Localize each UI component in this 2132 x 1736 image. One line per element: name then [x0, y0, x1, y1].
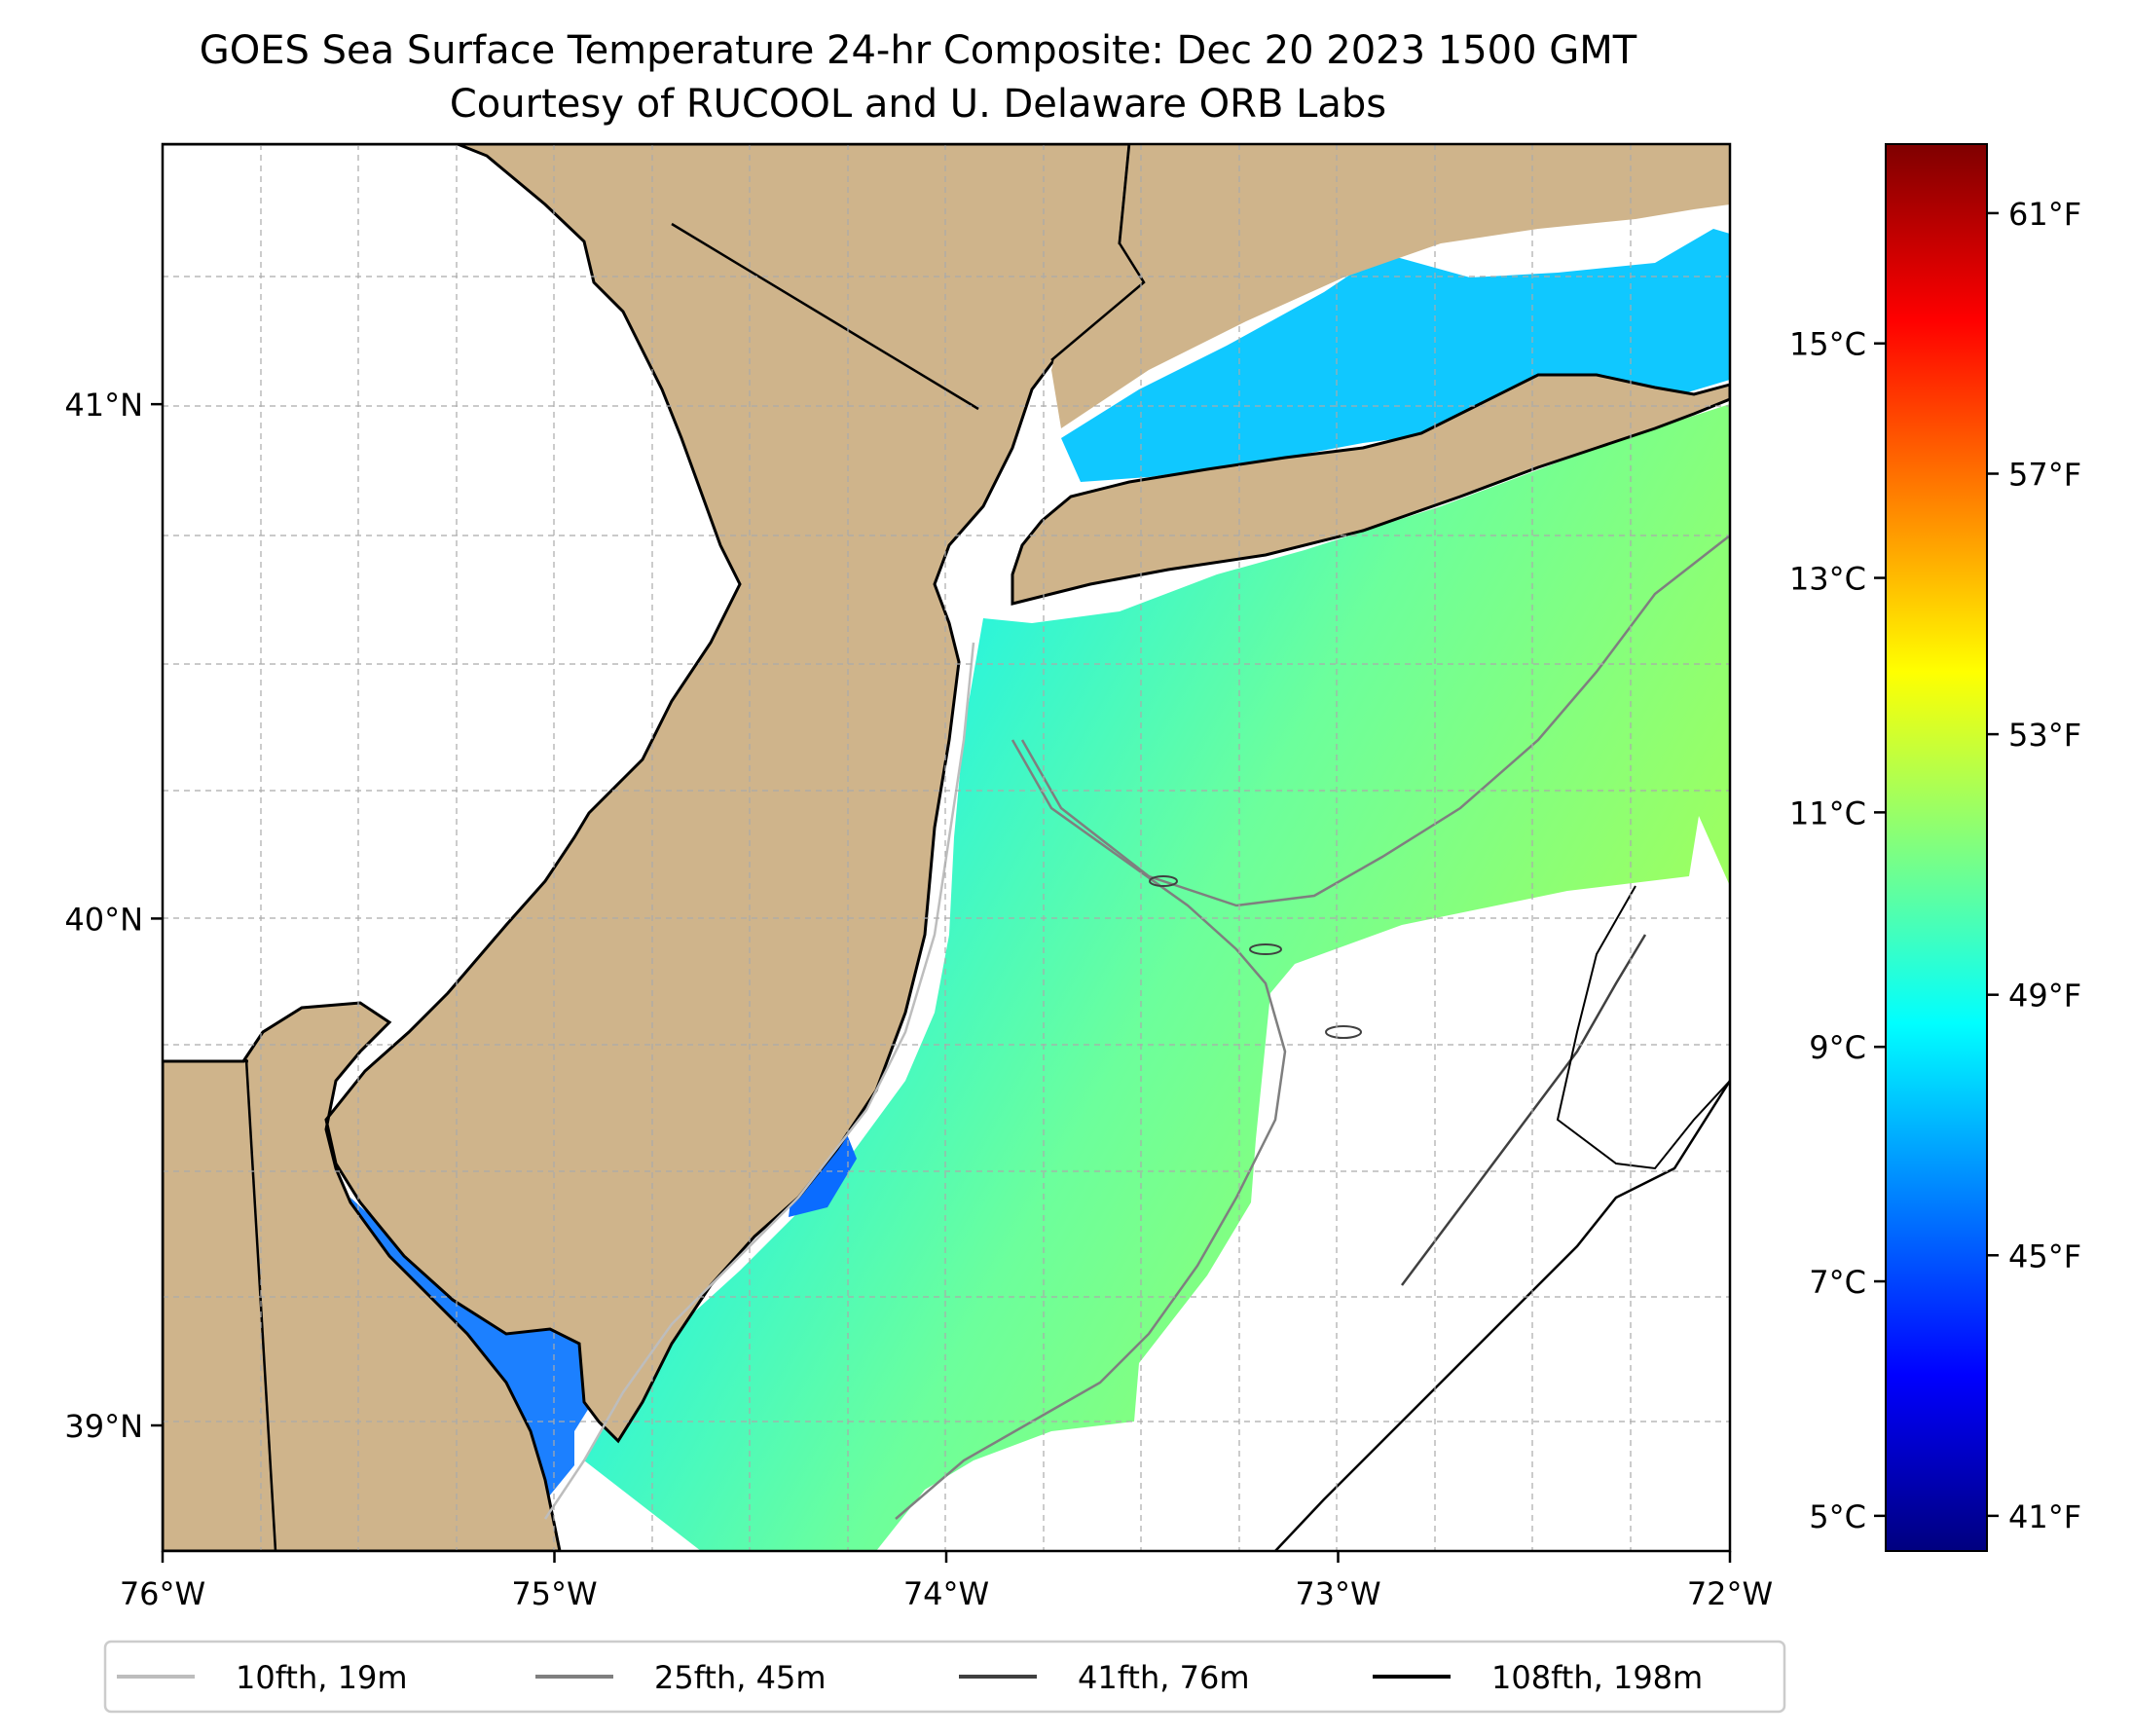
lon-tick-label: 74°W [903, 1575, 989, 1612]
lon-tick-label: 72°W [1687, 1575, 1773, 1612]
fahrenheit-tick-label: 57°F [2008, 457, 2081, 494]
celsius-tick-label: 9°C [1809, 1029, 1866, 1066]
land-connecticut [1051, 144, 1730, 428]
fahrenheit-tick-label: 45°F [2008, 1237, 2081, 1274]
lat-tick-label: 40°N [64, 901, 143, 938]
contour-108fth [1274, 1080, 1730, 1551]
fahrenheit-tick-label: 41°F [2008, 1498, 2081, 1535]
lon-tick-label: 75°W [511, 1575, 597, 1612]
celsius-tick-label: 7°C [1809, 1264, 1866, 1301]
chart-subtitle: Courtesy of RUCOOL and U. Delaware ORB L… [450, 82, 1386, 127]
land-long-island [1011, 373, 1730, 606]
contour-25fth-hudson-canyon [1020, 535, 1730, 907]
fahrenheit-tick-label: 61°F [2008, 196, 2081, 233]
colorbar-celsius-ticks: 5°C 7°C 9°C 11°C 13°C 15°C [1789, 326, 1886, 1535]
legend-label: 41fth, 76m [1078, 1659, 1249, 1696]
graticule [163, 144, 1730, 1551]
legend: 10fth, 19m 25fth, 45m 41fth, 76m 108fth, 19… [103, 1640, 1786, 1714]
fahrenheit-tick-label: 53°F [2008, 717, 2081, 754]
legend-frame [103, 1640, 1786, 1714]
longitude-axis: 76°W 75°W 74°W 73°W 72°W [120, 1551, 1773, 1612]
celsius-tick-label: 13°C [1789, 561, 1866, 598]
colorbar-fahrenheit-ticks: 41°F 45°F 49°F 53°F 57°F 61°F [1987, 196, 2081, 1535]
legend-label: 25fth, 45m [654, 1659, 826, 1696]
contour-shoal-1 [1325, 1025, 1362, 1039]
legend-entries: 10fth, 19m 25fth, 45m 41fth, 76m 108fth, 19… [117, 1659, 1703, 1696]
lat-tick-label: 41°N [64, 387, 143, 424]
contour-shoal-2 [1249, 943, 1282, 955]
contour-25fth [895, 739, 1287, 1520]
legend-label: 108fth, 198m [1491, 1659, 1703, 1696]
lat-tick-label: 39°N [64, 1408, 143, 1445]
contour-10fth [543, 642, 975, 1520]
celsius-tick-label: 15°C [1789, 326, 1866, 363]
land-mainland [163, 144, 1146, 1551]
sst-field-long-island-sound [1061, 229, 1730, 482]
state-border-ny-nj [671, 222, 979, 411]
sst-field-shelf [584, 404, 1730, 1551]
latitude-axis: 41°N 40°N 39°N [64, 387, 163, 1445]
state-border-ny-ct [1050, 144, 1146, 361]
legend-label: 10fth, 19m [236, 1659, 407, 1696]
celsius-tick-label: 11°C [1789, 794, 1866, 831]
map-panel [163, 144, 1730, 1551]
lon-tick-label: 76°W [120, 1575, 205, 1612]
contour-41fth [1401, 934, 1647, 1286]
chart-title: GOES Sea Surface Temperature 24-hr Compo… [200, 28, 1637, 73]
contour-108fth-east [1556, 885, 1730, 1170]
fahrenheit-tick-label: 49°F [2008, 978, 2081, 1015]
celsius-tick-label: 5°C [1809, 1498, 1866, 1535]
contour-shoal-3 [1149, 875, 1178, 887]
lon-tick-label: 73°W [1295, 1575, 1380, 1612]
colorbar-gradient [1885, 143, 1988, 1552]
colorbar: 5°C 7°C 9°C 11°C 13°C 15°C 41°F 45°F 49°F 53°F 57… [1789, 143, 2081, 1552]
